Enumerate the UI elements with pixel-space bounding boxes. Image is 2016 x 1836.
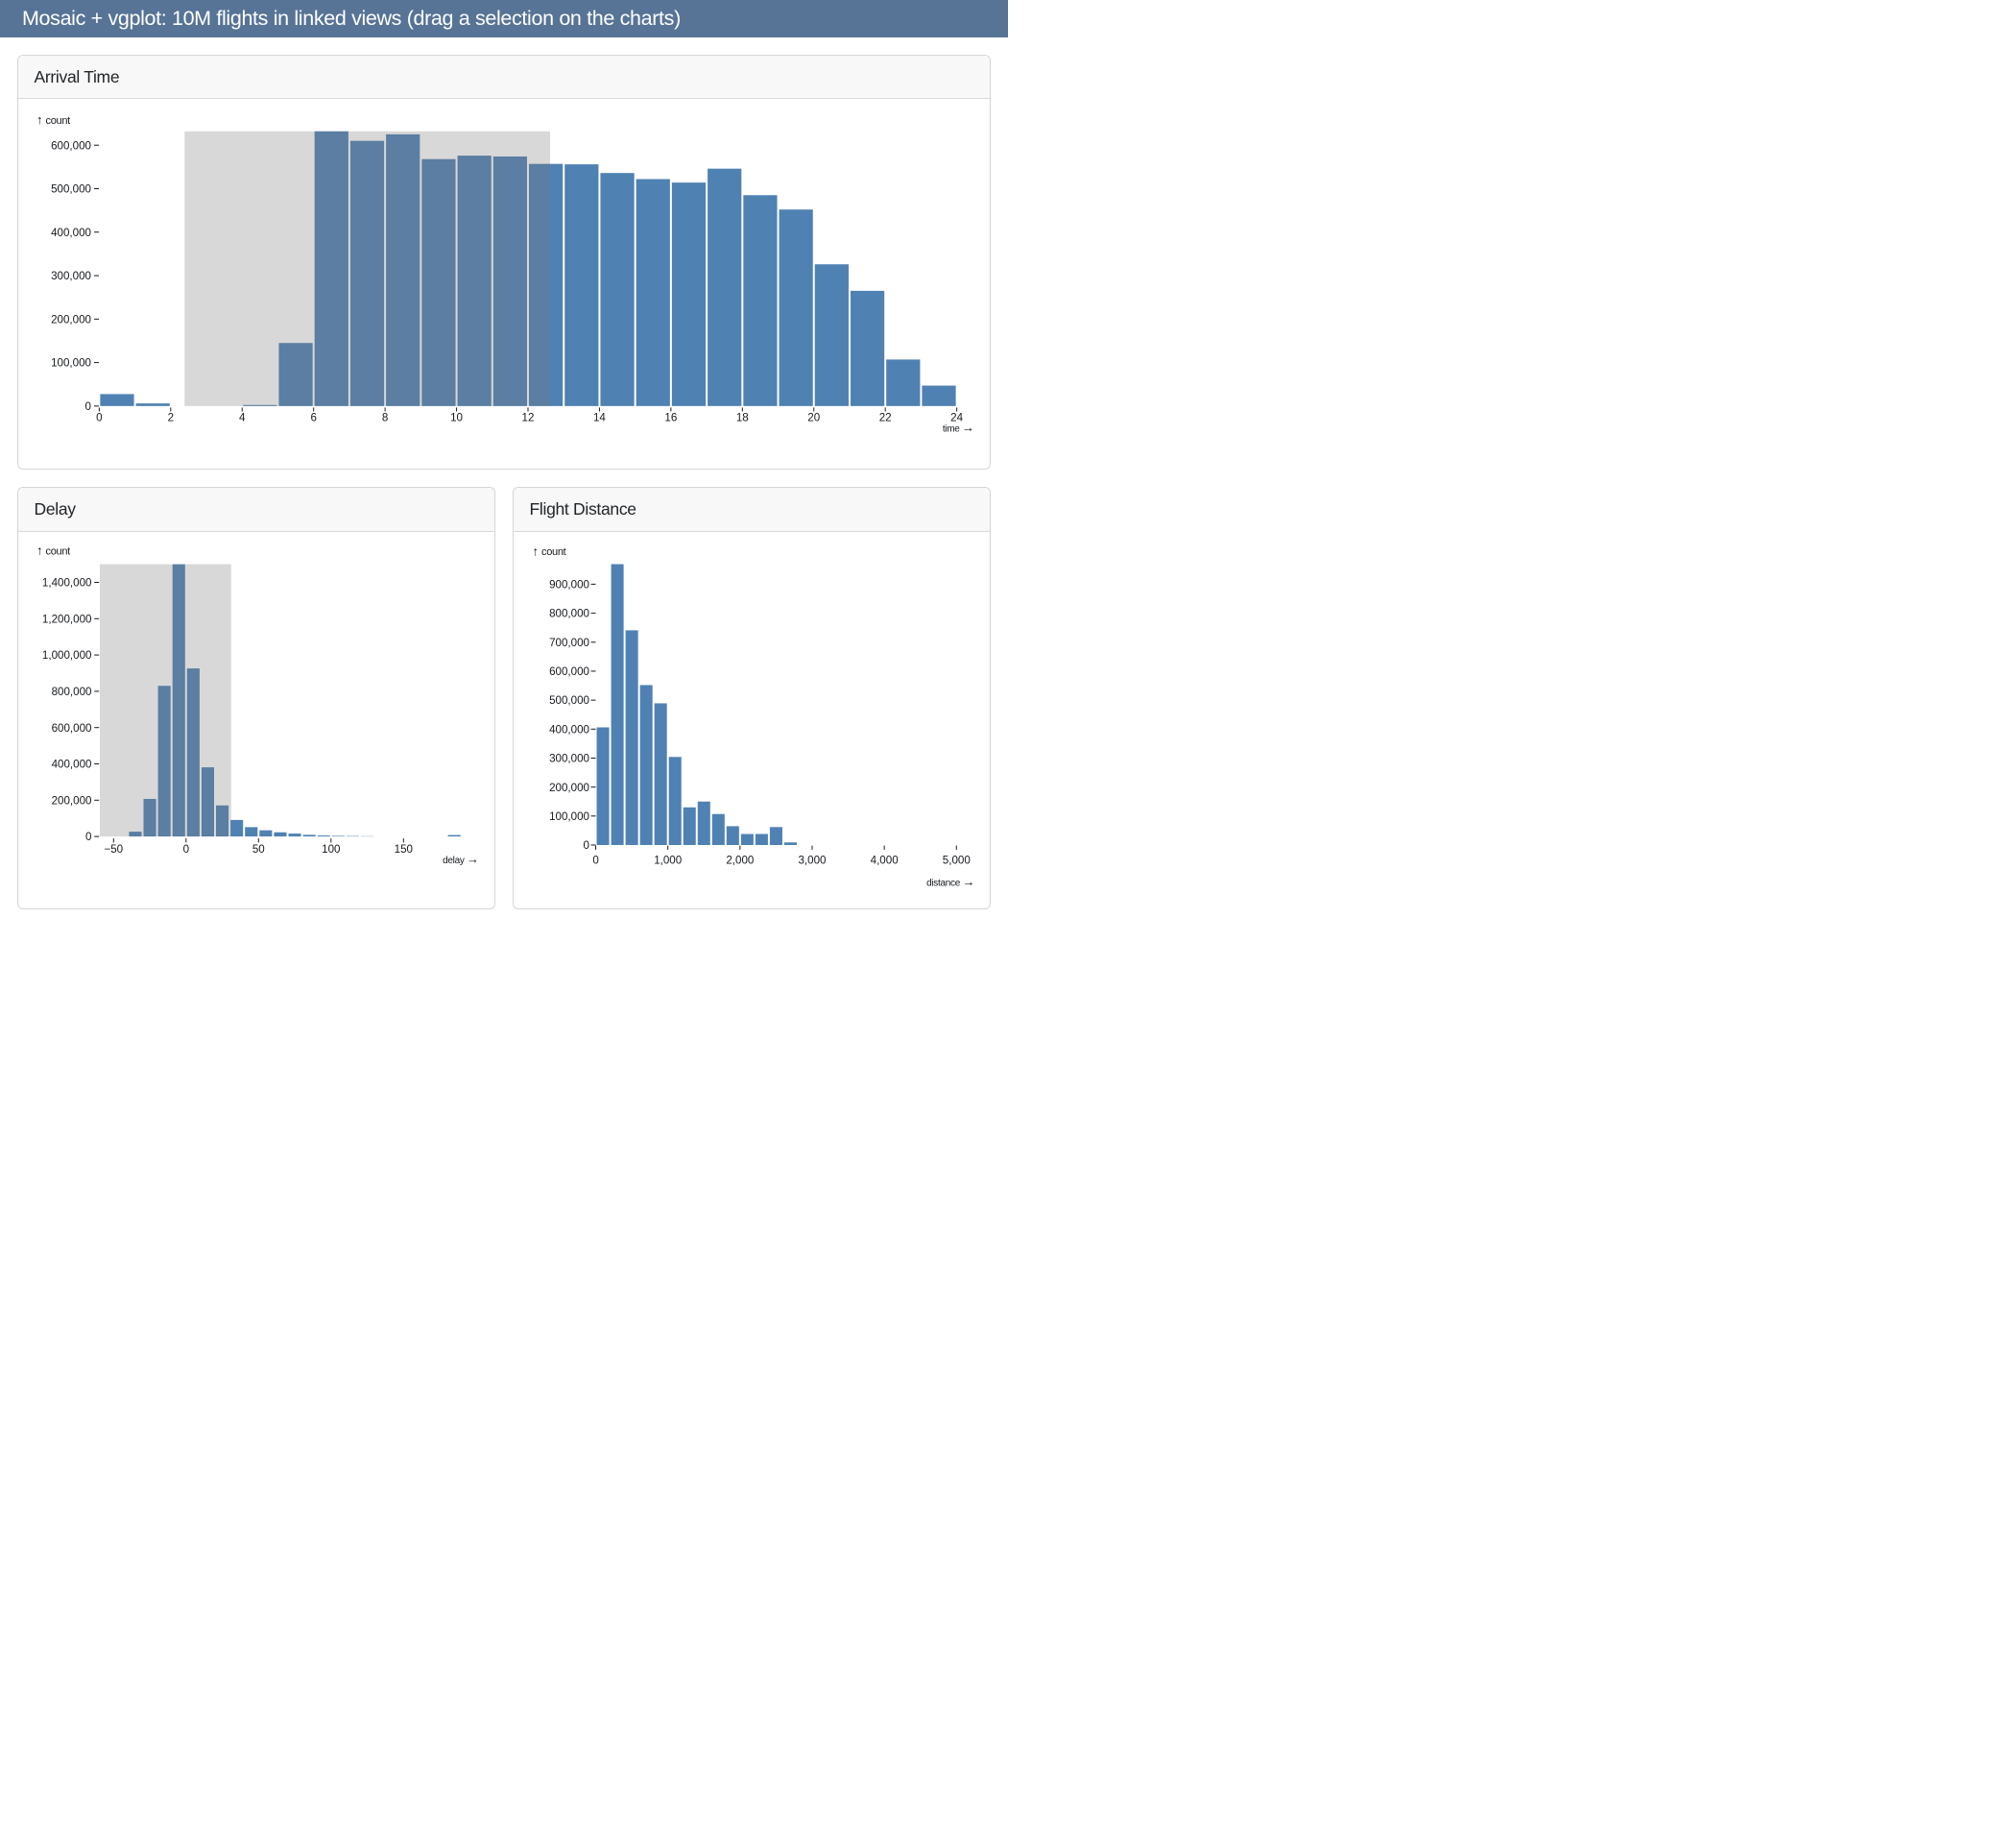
svg-text:1,200,000: 1,200,000: [42, 613, 92, 625]
svg-text:600,000: 600,000: [52, 722, 92, 735]
svg-text:0: 0: [85, 831, 91, 843]
svg-text:distance →: distance →: [926, 874, 974, 888]
svg-text:24: 24: [950, 412, 963, 424]
svg-text:1,000,000: 1,000,000: [42, 649, 92, 662]
svg-text:10: 10: [450, 412, 463, 424]
svg-text:200,000: 200,000: [52, 794, 92, 807]
svg-text:6: 6: [310, 412, 316, 424]
svg-text:200,000: 200,000: [51, 314, 91, 326]
svg-text:100,000: 100,000: [51, 357, 91, 370]
svg-text:4,000: 4,000: [871, 854, 899, 866]
svg-text:0: 0: [584, 839, 589, 852]
svg-text:400,000: 400,000: [51, 227, 91, 239]
svg-text:300,000: 300,000: [549, 752, 589, 764]
svg-text:200,000: 200,000: [549, 782, 589, 794]
svg-text:0: 0: [85, 400, 91, 413]
svg-text:0: 0: [96, 412, 102, 424]
svg-text:3,000: 3,000: [798, 854, 826, 866]
svg-text:22: 22: [879, 412, 892, 424]
svg-text:2,000: 2,000: [726, 854, 754, 866]
svg-text:18: 18: [736, 412, 749, 424]
svg-text:8: 8: [382, 412, 388, 424]
svg-text:700,000: 700,000: [549, 637, 589, 649]
svg-text:count: count: [541, 546, 566, 558]
svg-text:900,000: 900,000: [549, 578, 589, 591]
svg-text:400,000: 400,000: [549, 723, 589, 736]
svg-text:500,000: 500,000: [549, 694, 589, 707]
svg-text:12: 12: [522, 412, 535, 424]
svg-text:4: 4: [239, 412, 246, 424]
svg-text:count: count: [46, 115, 71, 127]
svg-text:150: 150: [395, 843, 413, 856]
svg-text:800,000: 800,000: [52, 686, 92, 698]
svg-text:20: 20: [807, 412, 820, 424]
svg-text:0: 0: [592, 854, 598, 866]
svg-text:600,000: 600,000: [549, 665, 589, 678]
svg-text:14: 14: [593, 412, 606, 424]
svg-text:2: 2: [168, 412, 174, 424]
svg-text:1,000: 1,000: [654, 854, 682, 866]
svg-text:↑: ↑: [36, 112, 43, 127]
svg-text:800,000: 800,000: [549, 607, 589, 619]
svg-text:↑: ↑: [36, 543, 43, 557]
svg-text:↑: ↑: [533, 544, 540, 558]
svg-text:600,000: 600,000: [51, 140, 91, 153]
svg-text:500,000: 500,000: [51, 183, 91, 196]
svg-text:−50: −50: [104, 843, 123, 856]
svg-text:50: 50: [252, 843, 265, 856]
svg-text:16: 16: [664, 412, 677, 424]
svg-text:1,400,000: 1,400,000: [42, 576, 92, 589]
svg-text:100: 100: [322, 843, 340, 856]
svg-text:100,000: 100,000: [549, 810, 589, 823]
svg-text:5,000: 5,000: [943, 854, 971, 866]
svg-text:0: 0: [183, 843, 189, 856]
svg-text:400,000: 400,000: [52, 758, 92, 770]
svg-text:delay →: delay →: [443, 852, 479, 866]
svg-text:time →: time →: [943, 421, 974, 435]
svg-text:count: count: [46, 545, 71, 557]
svg-text:300,000: 300,000: [51, 270, 91, 282]
